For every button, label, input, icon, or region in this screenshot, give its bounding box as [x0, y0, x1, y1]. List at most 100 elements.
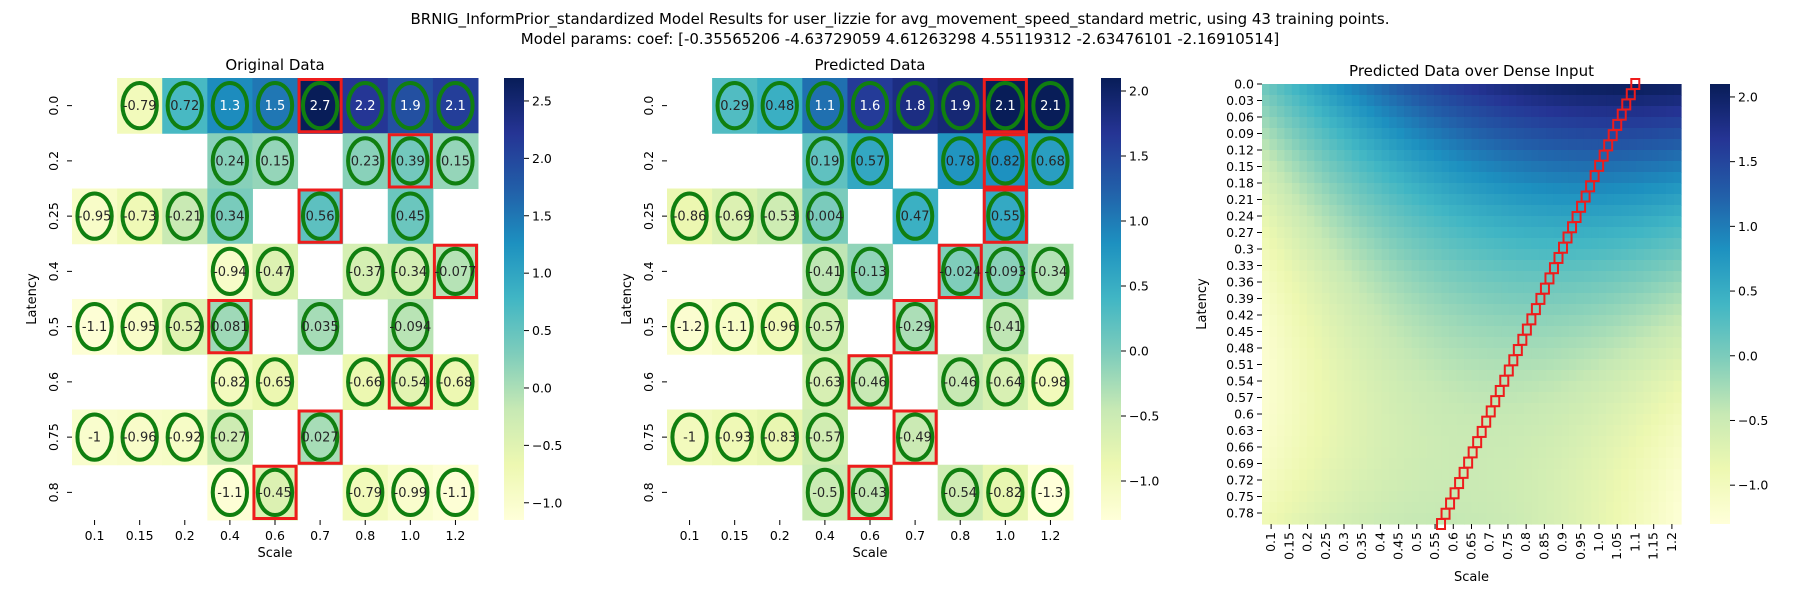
dense-heatmap-cell: [1359, 491, 1368, 503]
dense-heatmap-cell: [1426, 304, 1435, 316]
dense-heatmap-cell: [1321, 458, 1330, 470]
dense-heatmap-cell: [1449, 172, 1458, 184]
dense-heatmap-cell: [1291, 348, 1301, 360]
x-tick-label: 0.15: [126, 528, 154, 543]
dense-heatmap-cell: [1299, 194, 1308, 206]
dense-heatmap-cell: [1291, 227, 1301, 239]
dense-heatmap-cell: [1336, 326, 1345, 338]
dense-heatmap-cell: [1344, 425, 1353, 437]
dense-heatmap-cell: [1306, 238, 1315, 250]
dense-heatmap-cell: [1299, 183, 1308, 195]
dense-heatmap-cell: [1583, 370, 1592, 382]
dense-heatmap-cell: [1628, 502, 1637, 514]
dense-heatmap-cell: [1344, 183, 1353, 195]
dense-heatmap-cell: [1651, 491, 1660, 503]
dense-heatmap-cell: [1291, 480, 1301, 492]
cell-value-label: -1.1: [82, 320, 107, 335]
dense-heatmap-cell: [1606, 403, 1615, 415]
dense-heatmap-cell: [1299, 337, 1308, 349]
dense-heatmap-cell: [1464, 381, 1473, 393]
dense-heatmap-cell: [1636, 403, 1645, 415]
dense-heatmap-cell: [1314, 205, 1323, 217]
dense-heatmap-cell: [1411, 315, 1420, 327]
dense-heatmap-cell: [1628, 304, 1637, 316]
dense-heatmap-cell: [1613, 150, 1622, 162]
dense-heatmap-cell: [1561, 315, 1570, 327]
dense-heatmap-cell: [1269, 392, 1278, 404]
cell-value-label: -0.46: [943, 375, 977, 390]
dense-heatmap-cell: [1449, 227, 1458, 239]
dense-heatmap-cell: [1493, 502, 1503, 514]
dense-heatmap-cell: [1359, 370, 1368, 382]
cell-value-label: 2.7: [310, 99, 331, 114]
dense-heatmap-cell: [1478, 480, 1488, 492]
dense-heatmap-cell: [1493, 304, 1503, 316]
dense-heatmap-cell: [1381, 260, 1390, 272]
dense-heatmap-cell: [1673, 469, 1682, 481]
dense-heatmap-cell: [1546, 161, 1555, 173]
dense-heatmap-cell: [1306, 117, 1315, 129]
x-tick-label: 0.2: [770, 528, 790, 543]
dense-heatmap-cell: [1426, 271, 1435, 283]
cell-value-label: -0.41: [989, 320, 1023, 335]
dense-heatmap-cell: [1478, 348, 1488, 360]
dense-heatmap-cell: [1493, 271, 1503, 283]
dense-heatmap-cell: [1441, 304, 1450, 316]
dense-heatmap-cell: [1359, 348, 1368, 360]
dense-heatmap-cell: [1651, 95, 1660, 107]
dense-heatmap-cell: [1561, 326, 1570, 338]
dense-heatmap-cell: [1568, 513, 1577, 525]
dense-heatmap-cell: [1471, 249, 1480, 261]
dense-heatmap-cell: [1359, 117, 1368, 129]
dense-heatmap-cell: [1359, 282, 1368, 294]
training-point-circle: [300, 80, 340, 131]
dense-heatmap-cell: [1426, 161, 1435, 173]
dense-heatmap-cell: [1381, 513, 1390, 525]
dense-heatmap-cell: [1546, 359, 1555, 371]
dense-heatmap-cell: [1306, 249, 1315, 261]
dense-heatmap-cell: [1666, 491, 1675, 503]
dense-heatmap-cell: [1613, 502, 1622, 514]
training-point-circle: [986, 246, 1025, 297]
dense-heatmap-cell: [1314, 106, 1323, 118]
dense-heatmap-cell: [1276, 436, 1286, 448]
dense-heatmap-cell: [1314, 392, 1323, 404]
dense-heatmap-cell: [1299, 491, 1308, 503]
dense-heatmap-cell: [1262, 502, 1271, 514]
training-point-circle: [210, 412, 250, 462]
dense-heatmap-cell: [1464, 480, 1473, 492]
dense-heatmap-cell: [1598, 304, 1607, 316]
dense-heatmap-cell: [1553, 480, 1562, 492]
dense-heatmap-cell: [1621, 447, 1630, 459]
dense-heatmap-cell: [1321, 271, 1330, 283]
dense-heatmap-cell: [1666, 183, 1675, 195]
dense-heatmap-cell: [1598, 106, 1607, 118]
dense-heatmap-cell: [1583, 249, 1592, 261]
dense-heatmap-cell: [1434, 414, 1443, 426]
dense-heatmap-cell: [1531, 425, 1540, 437]
dense-heatmap-cell: [1486, 326, 1495, 338]
dense-heatmap-cell: [1449, 348, 1458, 360]
dense-heatmap-cell: [1546, 194, 1555, 206]
dense-heatmap-cell: [1329, 271, 1338, 283]
y-tick-label: 0.4: [46, 261, 61, 281]
dense-heatmap-cell: [1329, 469, 1338, 481]
cell-value-label: -0.27: [213, 431, 247, 446]
dense-heatmap-cell: [1666, 271, 1675, 283]
dense-heatmap-cell: [1598, 403, 1607, 415]
x-tick-label: 0.1: [1263, 532, 1278, 552]
dense-heatmap-cell: [1329, 205, 1338, 217]
dense-heatmap-cell: [1486, 502, 1495, 514]
dense-heatmap-cell: [1666, 403, 1675, 415]
dense-heatmap-cell: [1291, 183, 1301, 195]
dense-heatmap-cell: [1336, 260, 1345, 272]
dense-heatmap-cell: [1478, 381, 1488, 393]
dense-heatmap-cell: [1291, 249, 1301, 261]
dense-heatmap-cell: [1299, 216, 1308, 228]
dense-heatmap-cell: [1493, 392, 1503, 404]
dense-heatmap-cell: [1336, 205, 1345, 217]
dense-heatmap-cell: [1434, 491, 1443, 503]
dense-heatmap-cell: [1606, 447, 1615, 459]
dense-heatmap-cell: [1591, 293, 1600, 305]
dense-heatmap-cell: [1321, 95, 1330, 107]
